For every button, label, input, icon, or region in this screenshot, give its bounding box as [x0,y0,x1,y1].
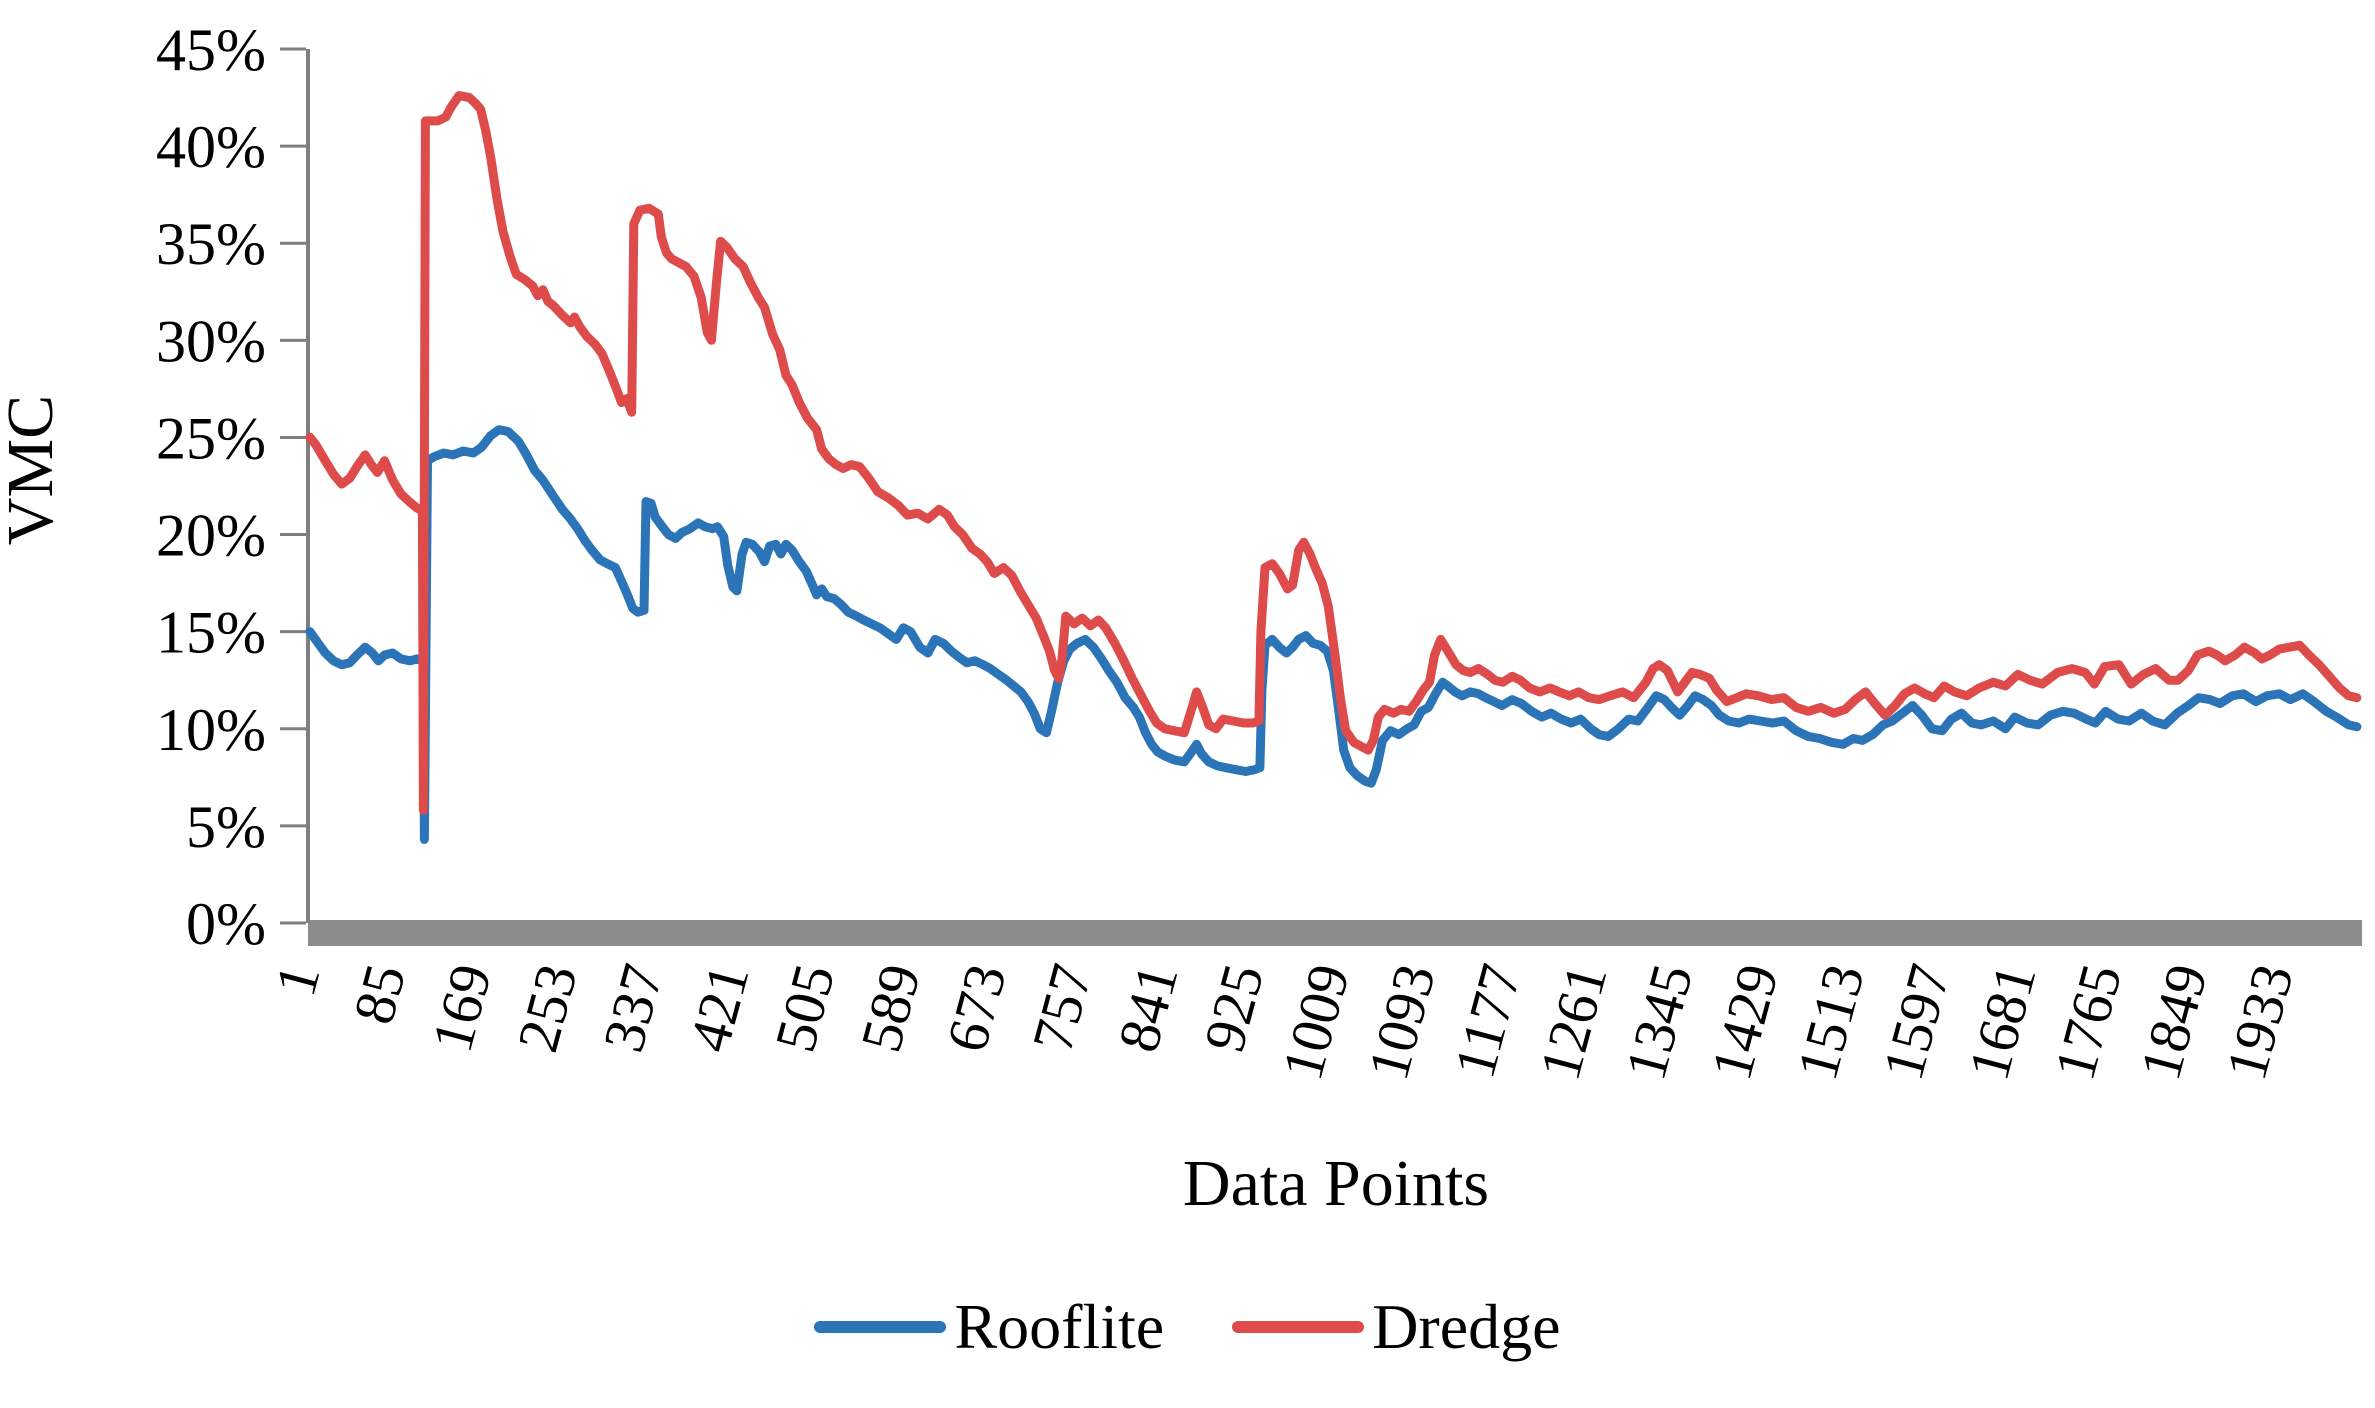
x-tick-label: 1 [262,958,332,1003]
y-tick-label: 35% [156,211,266,277]
x-tick-label: 1177 [1441,958,1533,1085]
y-tick-label: 15% [156,600,266,666]
legend-label-rooflite: Rooflite [954,1291,1165,1362]
x-tick-label: 841 [1105,958,1190,1059]
rooflite-line-swatch [814,1321,947,1333]
x-tick-label: 757 [1019,958,1104,1059]
x-tick-label: 1849 [2127,958,2220,1087]
x-tick-label: 1429 [1698,958,1791,1087]
x-tick-label: 589 [848,958,933,1059]
x-tick-label: 1093 [1355,958,1448,1087]
x-tick-label: 1681 [1956,958,2049,1087]
x-tick-label: 421 [676,958,761,1059]
x-tick-label: 85 [341,958,419,1031]
x-axis-title: Data Points [1183,1147,1489,1220]
x-tick-label: 505 [762,958,847,1059]
chart-legend: Rooflite Dredge [0,1295,2375,1359]
y-tick-label: 45% [156,17,266,83]
legend-label-dredge: Dredge [1372,1291,1561,1362]
x-tick-label: 1345 [1613,958,1706,1087]
y-tick-label: 25% [156,405,266,471]
y-axis-title: VMC [0,395,67,545]
y-axis-line [306,49,310,923]
dredge-line-swatch [1232,1321,1365,1333]
x-tick-label: 1009 [1269,958,1362,1087]
x-axis-bar [308,920,2362,946]
y-tick-label: 0% [186,891,266,957]
y-tick-label: 10% [156,697,266,763]
y-tick-label: 30% [156,308,266,374]
x-tick-label: 673 [934,958,1019,1059]
x-tick-label: 925 [1191,958,1276,1059]
x-tick-label: 1933 [2213,958,2306,1087]
series-line-dredge [305,91,2362,815]
x-tick-label: 1597 [1870,958,1963,1087]
y-tick-label: 40% [156,114,266,180]
legend-item-rooflite: Rooflite [814,1295,1164,1359]
x-tick-label: 1765 [2042,958,2135,1087]
x-tick-label: 253 [505,958,590,1059]
x-tick-label: 169 [419,958,504,1059]
legend-item-dredge: Dredge [1232,1291,1561,1362]
series-line-rooflite [305,425,2362,844]
x-tick-label: 337 [590,958,675,1059]
y-tick-label: 20% [156,503,266,569]
y-tick-label: 5% [186,794,266,860]
x-tick-label: 1261 [1527,958,1620,1087]
x-tick-label: 1513 [1784,958,1877,1087]
